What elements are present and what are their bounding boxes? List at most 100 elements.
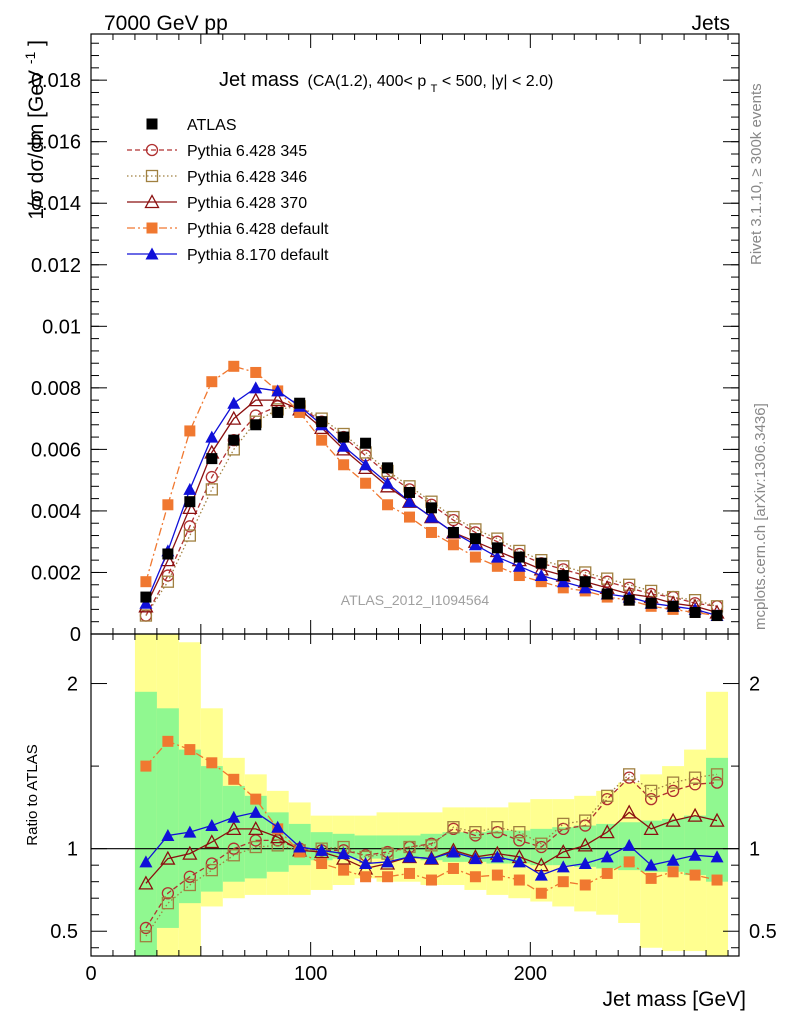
series-5-ratio-point: [139, 855, 153, 868]
series-5-ratio-point: [490, 850, 504, 863]
y-tick-label: 0.012: [31, 255, 81, 277]
series-4-point: [491, 560, 503, 572]
series-4-point: [250, 366, 262, 378]
series-0-point: [557, 570, 569, 582]
series-5-ratio-point: [578, 857, 592, 870]
series-5-point: [556, 575, 570, 588]
series-4-ratio-point: [447, 862, 459, 874]
series-1-ratio-point: [644, 792, 658, 806]
series-5-point: [337, 439, 351, 452]
legend-label-0: ATLAS: [187, 117, 237, 134]
series-2-ratio-point: [249, 840, 262, 854]
series-4-point: [360, 477, 372, 489]
band-inner-bin: [134, 691, 157, 956]
series-2-ratio-point: [710, 768, 724, 781]
series-3-ratio-point: [665, 812, 681, 827]
series-0-point: [491, 542, 503, 554]
series-3-ratio-point: [160, 850, 176, 865]
series-4-point: [447, 539, 459, 551]
series-5-point: [139, 596, 153, 609]
chart-title: Jet mass (CA(1.2), 400< p T < 500, |y| <…: [219, 69, 553, 96]
series-3-ratio-point: [687, 807, 703, 822]
series-4-ratio-point: [689, 869, 701, 881]
series-5-ratio-point: [446, 845, 460, 858]
series-2-ratio-point: [271, 839, 284, 852]
series-5-ratio-point: [227, 810, 241, 823]
series-3-ratio-point: [204, 834, 220, 849]
series-4-point: [404, 511, 416, 523]
series-4-ratio-point: [338, 864, 350, 876]
series-0-point: [184, 496, 196, 508]
legend-label-2: Pythia 6.428 346: [187, 169, 307, 186]
series-5-ratio-point: [468, 852, 482, 865]
series-4-ratio-point: [491, 869, 503, 881]
series-2-ratio-point: [491, 821, 504, 834]
series-4-ratio-point: [535, 887, 547, 899]
series-4-ratio-point: [206, 757, 218, 769]
series-2-ratio-point: [666, 776, 680, 789]
series-0-point: [228, 434, 240, 446]
series-2-point: [139, 609, 153, 622]
series-1-ratio-point: [688, 778, 702, 791]
series-4-ratio-point: [579, 879, 591, 891]
series-0-point: [579, 576, 591, 588]
series-2-ratio-point: [557, 817, 570, 831]
series-5-point: [359, 458, 373, 471]
legend-label-1: Pythia 6.428 345: [187, 143, 307, 160]
y-tick-label: 0.008: [31, 378, 81, 400]
series-4-ratio-point: [667, 866, 679, 878]
series-3-ratio-point: [182, 845, 198, 860]
series-5-ratio-point: [644, 858, 658, 871]
series-2-ratio-point: [161, 897, 175, 910]
series-2-ratio-point: [227, 849, 240, 862]
series-4-ratio-point: [162, 735, 174, 747]
main-series-layer: [138, 360, 725, 622]
y-tick-label: 0.006: [31, 439, 81, 461]
series-0-point: [294, 397, 306, 409]
series-4-ratio-point: [404, 867, 416, 879]
series-1-ratio-line: [145, 776, 718, 929]
series-1-ratio-point: [183, 870, 196, 883]
y-tick-label: 0: [70, 624, 81, 646]
legend-marker-1: [145, 143, 159, 157]
series-5-ratio-point: [512, 855, 526, 868]
series-4-ratio-point: [513, 874, 525, 886]
series-5-ratio-point: [315, 843, 329, 856]
series-5-ratio-point: [556, 860, 570, 873]
legend-label-4: Pythia 6.428 default: [187, 221, 329, 238]
series-4-point: [557, 582, 569, 594]
series-1-ratio-point: [205, 857, 218, 870]
x-tick-label: 0: [85, 963, 96, 985]
ratio-series-layer: [138, 735, 725, 943]
series-3-ratio-point: [555, 844, 571, 859]
series-5-ratio-point: [403, 850, 417, 863]
series-5-ratio-point: [381, 855, 395, 868]
series-0-point: [338, 431, 350, 443]
band-inner-bin: [574, 825, 597, 867]
series-5-point: [578, 581, 592, 594]
series-5-point: [381, 476, 395, 489]
series-4-point: [228, 360, 240, 372]
series-3-ratio-point: [138, 875, 154, 890]
ratio-panel-frame: [90, 633, 740, 957]
series-5-ratio-point: [337, 847, 351, 860]
series-5-point: [424, 510, 438, 523]
ratio-tick-label: 0.5: [50, 921, 78, 943]
band-inner-bin: [684, 815, 707, 876]
series-4-ratio-point: [711, 874, 723, 886]
series-2-ratio-point: [601, 789, 614, 802]
ratio-tick-label-right: 1: [749, 839, 760, 861]
series-2-ratio-point: [688, 771, 702, 784]
series-5-point: [490, 550, 504, 563]
series-4-ratio-point: [557, 876, 569, 888]
series-3-ratio-point: [226, 820, 242, 836]
ratio-tick-label-right: 2: [749, 674, 760, 696]
header-left: 7000 GeV pp: [104, 12, 228, 35]
y-axis-label-main: 1/σ dσ/dm [GeV: [25, 70, 48, 220]
series-0-point: [316, 416, 328, 428]
series-0-point: [469, 533, 481, 545]
series-3-ratio-point: [643, 820, 659, 836]
series-5-point: [468, 538, 482, 551]
x-axis-label: Jet mass [GeV]: [602, 988, 746, 1011]
series-3-point: [226, 410, 242, 425]
